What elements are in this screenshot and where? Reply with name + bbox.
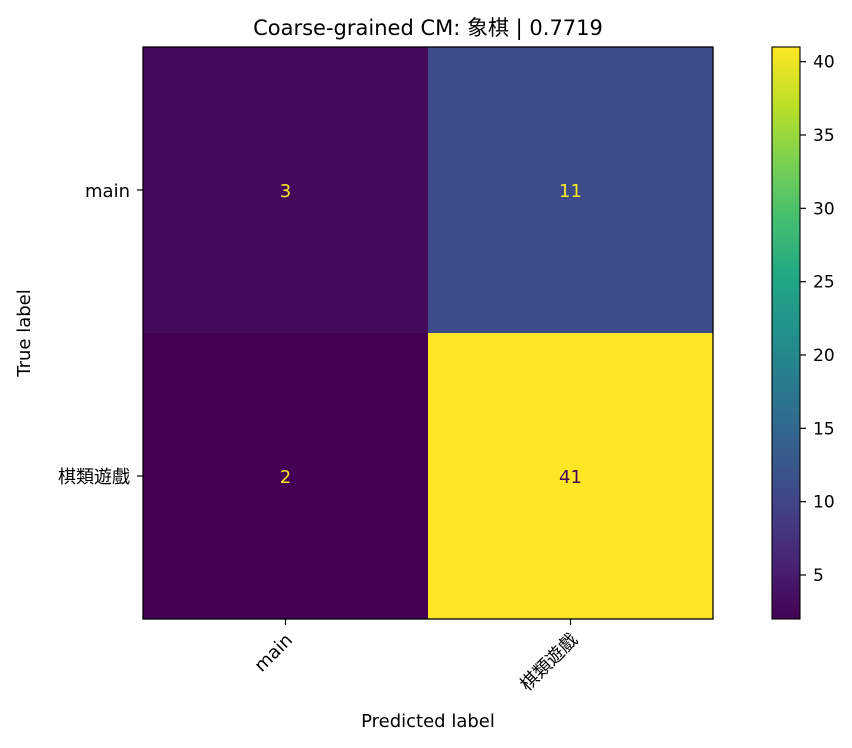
cell-value-label: 41 <box>559 467 582 488</box>
colorbar-tick-label: 30 <box>813 199 835 219</box>
colorbar-tick-label: 15 <box>813 419 835 439</box>
colorbar-tick-label: 35 <box>813 126 835 146</box>
colorbar-tick-label: 40 <box>813 53 835 73</box>
heatmap-cell <box>143 333 429 620</box>
colorbar-tick-label: 10 <box>813 493 835 513</box>
colorbar-ticks: 5 10 15 20 25 30 35 40 <box>800 53 835 586</box>
y-axis-ticks: main 棋類遊戲 <box>58 181 143 488</box>
colorbar-tick-label: 5 <box>813 566 824 586</box>
x-axis-ticks: main 棋類遊戲 <box>250 619 582 695</box>
y-axis-label: True label <box>14 289 35 378</box>
x-tick-label: 棋類遊戲 <box>516 630 582 696</box>
y-tick-label: main <box>85 181 130 202</box>
y-tick-label: 棋類遊戲 <box>58 467 130 488</box>
heatmap-cell <box>143 47 429 334</box>
x-axis-label: Predicted label <box>361 711 495 732</box>
cell-value-label: 11 <box>559 181 582 202</box>
colorbar-tick-label: 20 <box>813 346 835 366</box>
heatmap-cell-labels: 3 11 2 41 <box>280 181 582 488</box>
heatmap-cell <box>428 333 714 620</box>
heatmap-cell <box>428 47 714 334</box>
colorbar-tick-label: 25 <box>813 273 835 293</box>
cell-value-label: 2 <box>280 467 291 488</box>
heatmap-cells <box>143 47 714 620</box>
colorbar <box>771 46 801 620</box>
chart-title: Coarse-grained CM: 象棋 | 0.7719 <box>253 16 603 41</box>
x-tick-label: main <box>250 630 297 677</box>
plot-frame <box>142 46 714 620</box>
cell-value-label: 3 <box>280 181 291 202</box>
